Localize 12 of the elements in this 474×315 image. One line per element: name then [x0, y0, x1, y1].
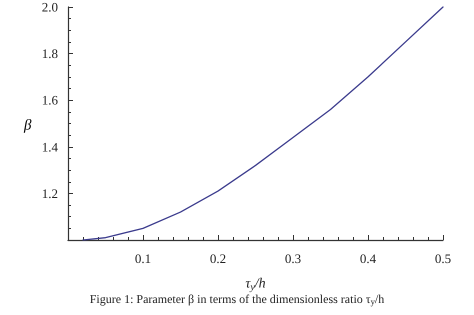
x-tick-label: 0.3 — [284, 251, 302, 266]
y-tick-label: 1.2 — [42, 186, 58, 201]
line-series — [82, 6, 444, 241]
x-tick-label: 0.4 — [360, 251, 377, 266]
x-tick-label: 0.2 — [210, 251, 226, 266]
y-tick-label: 1.8 — [42, 46, 58, 62]
x-tick-label: 0.5 — [434, 251, 452, 266]
y-tick-label: 1.6 — [42, 92, 58, 108]
y-tick-label: 2.0 — [42, 0, 58, 14]
y-axis-title: β — [23, 118, 32, 134]
x-tick-label: 0.1 — [134, 251, 152, 266]
y-tick-label: 1.4 — [42, 139, 58, 154]
